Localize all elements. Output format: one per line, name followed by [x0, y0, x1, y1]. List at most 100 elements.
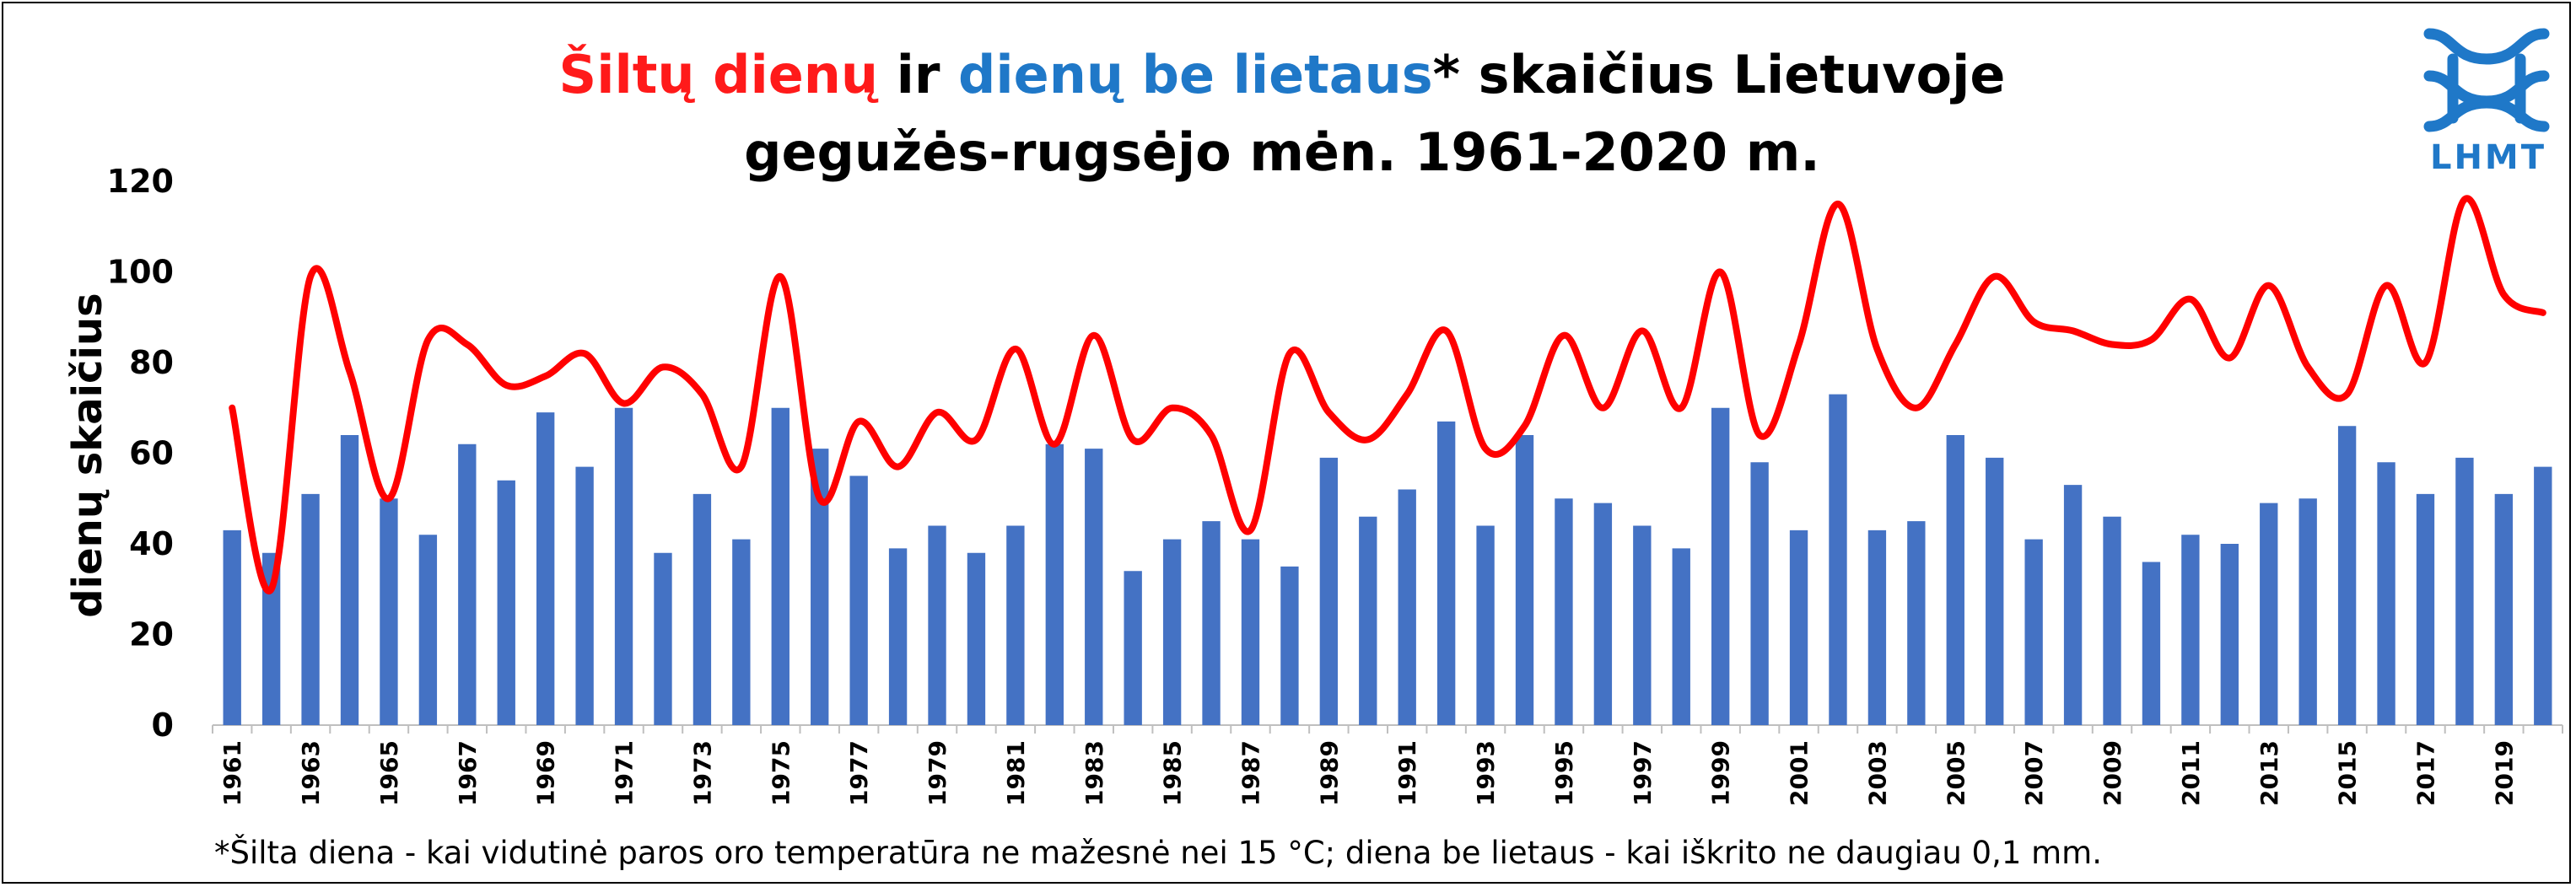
bar-dry-days [1202, 521, 1221, 725]
bar-dry-days [967, 552, 986, 725]
bar-dry-days [536, 412, 555, 725]
bar-dry-days [1946, 435, 1964, 725]
bar-dry-days [928, 525, 946, 725]
x-tick-label: 1995 [1550, 740, 1578, 806]
bar-dry-days [2534, 466, 2552, 725]
bar-dry-days [380, 498, 398, 725]
y-tick-label: 100 [107, 254, 174, 291]
x-tick-label: 2015 [2334, 740, 2362, 806]
bar-dry-days [340, 435, 359, 725]
x-tick-label: 2011 [2177, 740, 2205, 806]
title-dry-days: dienų be lietaus [958, 44, 1433, 105]
bar-dry-days [1555, 498, 1573, 725]
bar-dry-days [458, 444, 477, 725]
x-tick-label: 1979 [924, 740, 951, 806]
x-tick-label: 2009 [2099, 740, 2126, 806]
bar-dry-days [1085, 449, 1103, 725]
bar-dry-days [1750, 462, 1769, 725]
x-tick-label: 1961 [218, 740, 246, 806]
y-tick-label: 60 [129, 435, 174, 472]
bar-dry-days [732, 539, 751, 725]
x-tick-label: 1977 [845, 740, 873, 806]
x-tick-label: 1965 [375, 740, 403, 806]
bar-dry-days [2298, 498, 2317, 725]
x-tick-label: 1975 [767, 740, 795, 806]
bar-dry-days [301, 493, 320, 725]
bar-dry-days [1241, 539, 1260, 725]
x-tick-label: 1981 [1002, 740, 1030, 806]
wave-logo-icon [2423, 28, 2550, 132]
chart-title-line1: Šiltų dienų ir dienų be lietaus* skaičiu… [253, 49, 2311, 101]
chart-title-line2: gegužės-rugsėjo mėn. 1961-2020 m. [744, 121, 1820, 183]
bar-dry-days [1476, 525, 1495, 725]
x-tick-label: 1963 [297, 740, 325, 806]
bar-dry-days [418, 535, 438, 725]
bar-dry-days [575, 466, 594, 725]
bar-dry-days [2063, 485, 2083, 725]
bar-dry-days [614, 407, 633, 725]
bar-dry-days [1280, 566, 1299, 725]
bar-dry-days [1436, 421, 1456, 725]
line-warm-days [229, 195, 2546, 595]
y-tick-label: 40 [129, 525, 174, 562]
bar-dry-days [1045, 444, 1064, 725]
bar-dry-days [1006, 525, 1025, 725]
x-tick-label: 2001 [1786, 740, 1813, 806]
x-tick-label: 2017 [2412, 740, 2439, 806]
bar-dry-days [771, 407, 790, 725]
bar-dry-days [1319, 457, 1339, 725]
y-tick-label: 120 [107, 163, 174, 200]
bar-dry-days [888, 548, 908, 725]
footnote: *Šilta diena - kai vidutinė paros oro te… [214, 835, 2102, 871]
y-tick-label: 80 [129, 344, 174, 381]
bar-dry-days [497, 480, 515, 725]
title-rest: * skaičius Lietuvoje [1432, 44, 2006, 105]
bar-dry-days [2416, 493, 2435, 725]
bar-dry-days [261, 552, 281, 725]
y-tick-label: 20 [129, 616, 174, 653]
x-tick-label: 1971 [611, 740, 639, 806]
x-tick-label: 2013 [2255, 740, 2283, 806]
x-tick-label: 1993 [1472, 740, 1500, 806]
bar-dry-days [1867, 530, 1887, 725]
bar-dry-days [2455, 457, 2474, 725]
x-tick-label: 1973 [688, 740, 716, 806]
x-tick-label: 1987 [1237, 740, 1264, 806]
x-tick-label: 2003 [1863, 740, 1891, 806]
bar-dry-days [2142, 562, 2161, 725]
x-tick-label: 1999 [1707, 740, 1735, 806]
x-tick-label: 2019 [2490, 740, 2518, 806]
x-tick-label: 2005 [1942, 740, 1970, 806]
x-tick-label: 1969 [532, 740, 560, 806]
x-tick-label: 1985 [1159, 740, 1187, 806]
x-tick-label: 1989 [1315, 740, 1343, 806]
bar-dry-days [1515, 435, 1534, 725]
bar-dry-days [1907, 521, 1926, 725]
x-tick-label: 1997 [1629, 740, 1657, 806]
bar-dry-days [811, 449, 829, 725]
bar-dry-days [1633, 525, 1652, 725]
bar-dry-days [1789, 530, 1808, 725]
bar-dry-days [2024, 539, 2043, 725]
bar-dry-days [849, 476, 868, 725]
bar-dry-days [1672, 548, 1690, 725]
title-warm-days: Šiltų dienų [558, 44, 879, 105]
x-tick-label: 1967 [454, 740, 482, 806]
bar-dry-days [1829, 394, 1847, 725]
bar-dry-days [2494, 493, 2514, 725]
bar-dry-days [2260, 503, 2278, 725]
bar-dry-days [693, 493, 712, 725]
bar-dry-days [2377, 462, 2395, 725]
x-tick-label: 1983 [1081, 740, 1108, 806]
bar-dry-days [1359, 516, 1377, 725]
bar-dry-days [2337, 426, 2357, 725]
x-tick-label: 2007 [2020, 740, 2048, 806]
bar-dry-days [2181, 535, 2200, 725]
bar-dry-days [223, 530, 241, 725]
bar-dry-days [2103, 516, 2121, 725]
bar-dry-days [2220, 544, 2239, 725]
bar-dry-days [1986, 457, 2004, 725]
logo-text: LHMT [2429, 138, 2547, 177]
